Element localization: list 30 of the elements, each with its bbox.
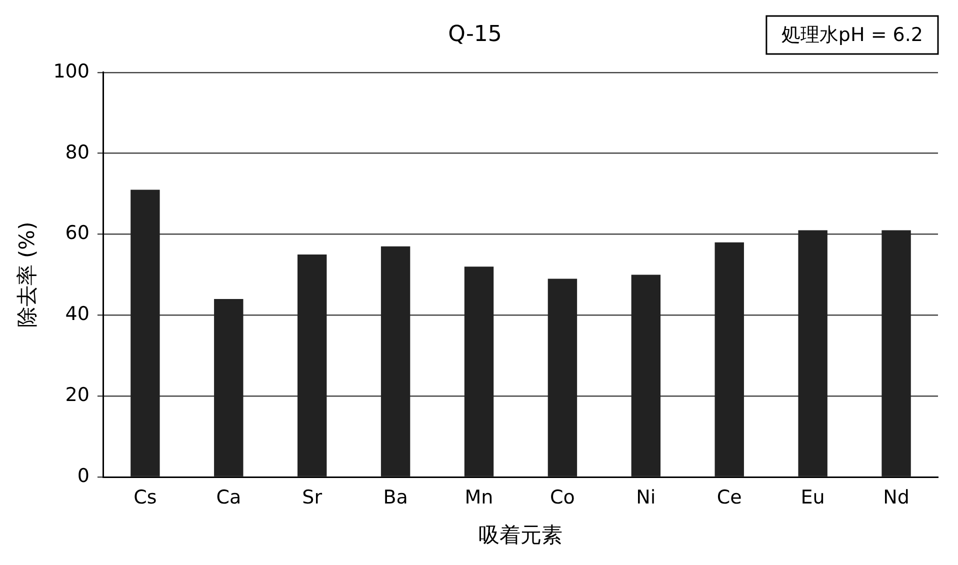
bar xyxy=(130,190,160,476)
x-tick-label: Ce xyxy=(716,486,742,508)
y-tick-label: 100 xyxy=(53,60,90,82)
x-tick-label: Ni xyxy=(636,486,656,508)
x-tick-label: Ba xyxy=(383,486,408,508)
bar xyxy=(548,278,578,476)
x-tick-label: Mn xyxy=(464,486,494,508)
x-tick-label: Ca xyxy=(216,486,242,508)
x-tick-label: Cs xyxy=(134,486,157,508)
x-tick-label: Co xyxy=(550,486,575,508)
bar xyxy=(297,254,327,476)
x-tick-label: Eu xyxy=(800,486,825,508)
y-axis-title: 除去率 (%) xyxy=(15,222,40,328)
y-tick-label: 40 xyxy=(65,303,90,326)
y-tick-label: 80 xyxy=(65,141,90,164)
y-tick-label: 60 xyxy=(65,222,90,244)
y-tick-label: 0 xyxy=(77,464,90,487)
y-tick-label: 20 xyxy=(65,384,90,406)
x-tick-label: Sr xyxy=(302,486,322,508)
chart-title: Q-15 xyxy=(448,22,502,47)
text: 処理水pH = 6.2 xyxy=(781,24,924,46)
bar xyxy=(714,242,744,476)
x-axis-title: 吸着元素 xyxy=(478,522,563,547)
x-tick-label: Nd xyxy=(883,486,910,508)
bar xyxy=(882,230,911,476)
bar xyxy=(214,298,244,476)
bar xyxy=(631,274,661,476)
bar xyxy=(380,246,410,476)
bar xyxy=(464,266,494,476)
bar xyxy=(798,230,828,476)
